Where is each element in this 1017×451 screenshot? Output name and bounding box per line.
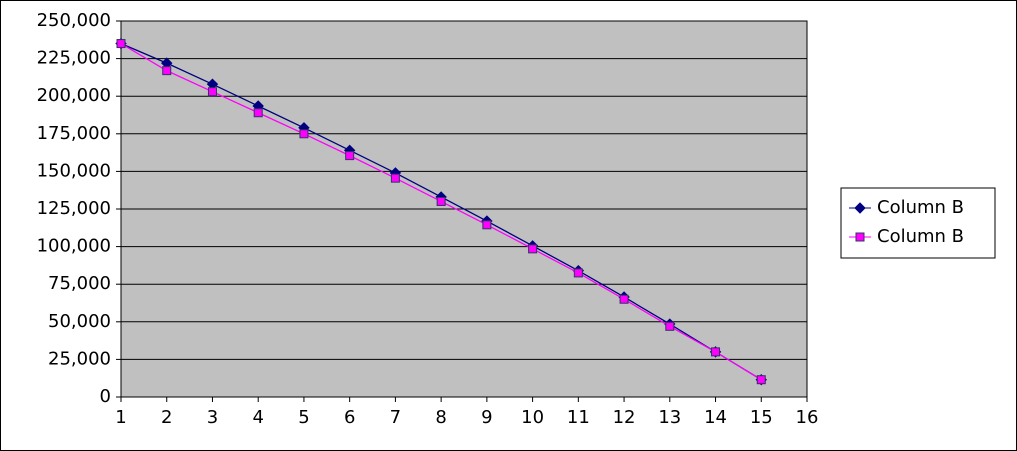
legend-label: Column B	[877, 226, 964, 247]
x-tick-label: 6	[344, 407, 355, 428]
y-tick-label: 225,000	[37, 48, 111, 69]
y-tick-label: 175,000	[37, 123, 111, 144]
marker	[711, 347, 721, 357]
x-tick-label: 11	[567, 407, 590, 428]
x-tick-label: 3	[207, 407, 218, 428]
y-tick-label: 25,000	[48, 348, 111, 369]
legend-label: Column B	[877, 197, 964, 218]
x-tick-label: 13	[658, 407, 681, 428]
y-tick-label: 200,000	[37, 85, 111, 106]
y-tick-label: 250,000	[37, 10, 111, 31]
marker	[162, 66, 172, 76]
marker	[573, 268, 583, 278]
marker	[345, 151, 355, 161]
x-tick-label: 16	[796, 407, 819, 428]
y-tick-label: 75,000	[48, 273, 111, 294]
y-tick-label: 150,000	[37, 160, 111, 181]
x-tick-label: 8	[435, 407, 446, 428]
y-tick-label: 100,000	[37, 236, 111, 257]
marker	[116, 39, 126, 49]
x-tick-label: 4	[252, 407, 263, 428]
x-tick-label: 14	[704, 407, 727, 428]
x-tick-label: 2	[161, 407, 172, 428]
x-tick-label: 9	[481, 407, 492, 428]
x-tick-label: 10	[521, 407, 544, 428]
y-tick-label: 50,000	[48, 311, 111, 332]
x-tick-label: 7	[390, 407, 401, 428]
y-tick-label: 0	[100, 386, 111, 407]
marker	[528, 244, 538, 254]
legend-marker	[855, 232, 865, 242]
x-tick-label: 1	[115, 407, 126, 428]
x-tick-label: 15	[750, 407, 773, 428]
x-tick-label: 12	[613, 407, 636, 428]
marker	[390, 173, 400, 183]
x-tick-label: 5	[298, 407, 309, 428]
legend-marker	[854, 202, 866, 214]
marker	[253, 108, 263, 118]
legend-box	[840, 187, 996, 259]
marker	[436, 196, 446, 206]
plot-border	[120, 20, 808, 398]
marker	[619, 294, 629, 304]
y-tick-label: 125,000	[37, 198, 111, 219]
marker	[482, 220, 492, 230]
marker	[299, 129, 309, 139]
marker	[665, 321, 675, 331]
marker	[756, 375, 766, 385]
marker	[207, 87, 217, 97]
